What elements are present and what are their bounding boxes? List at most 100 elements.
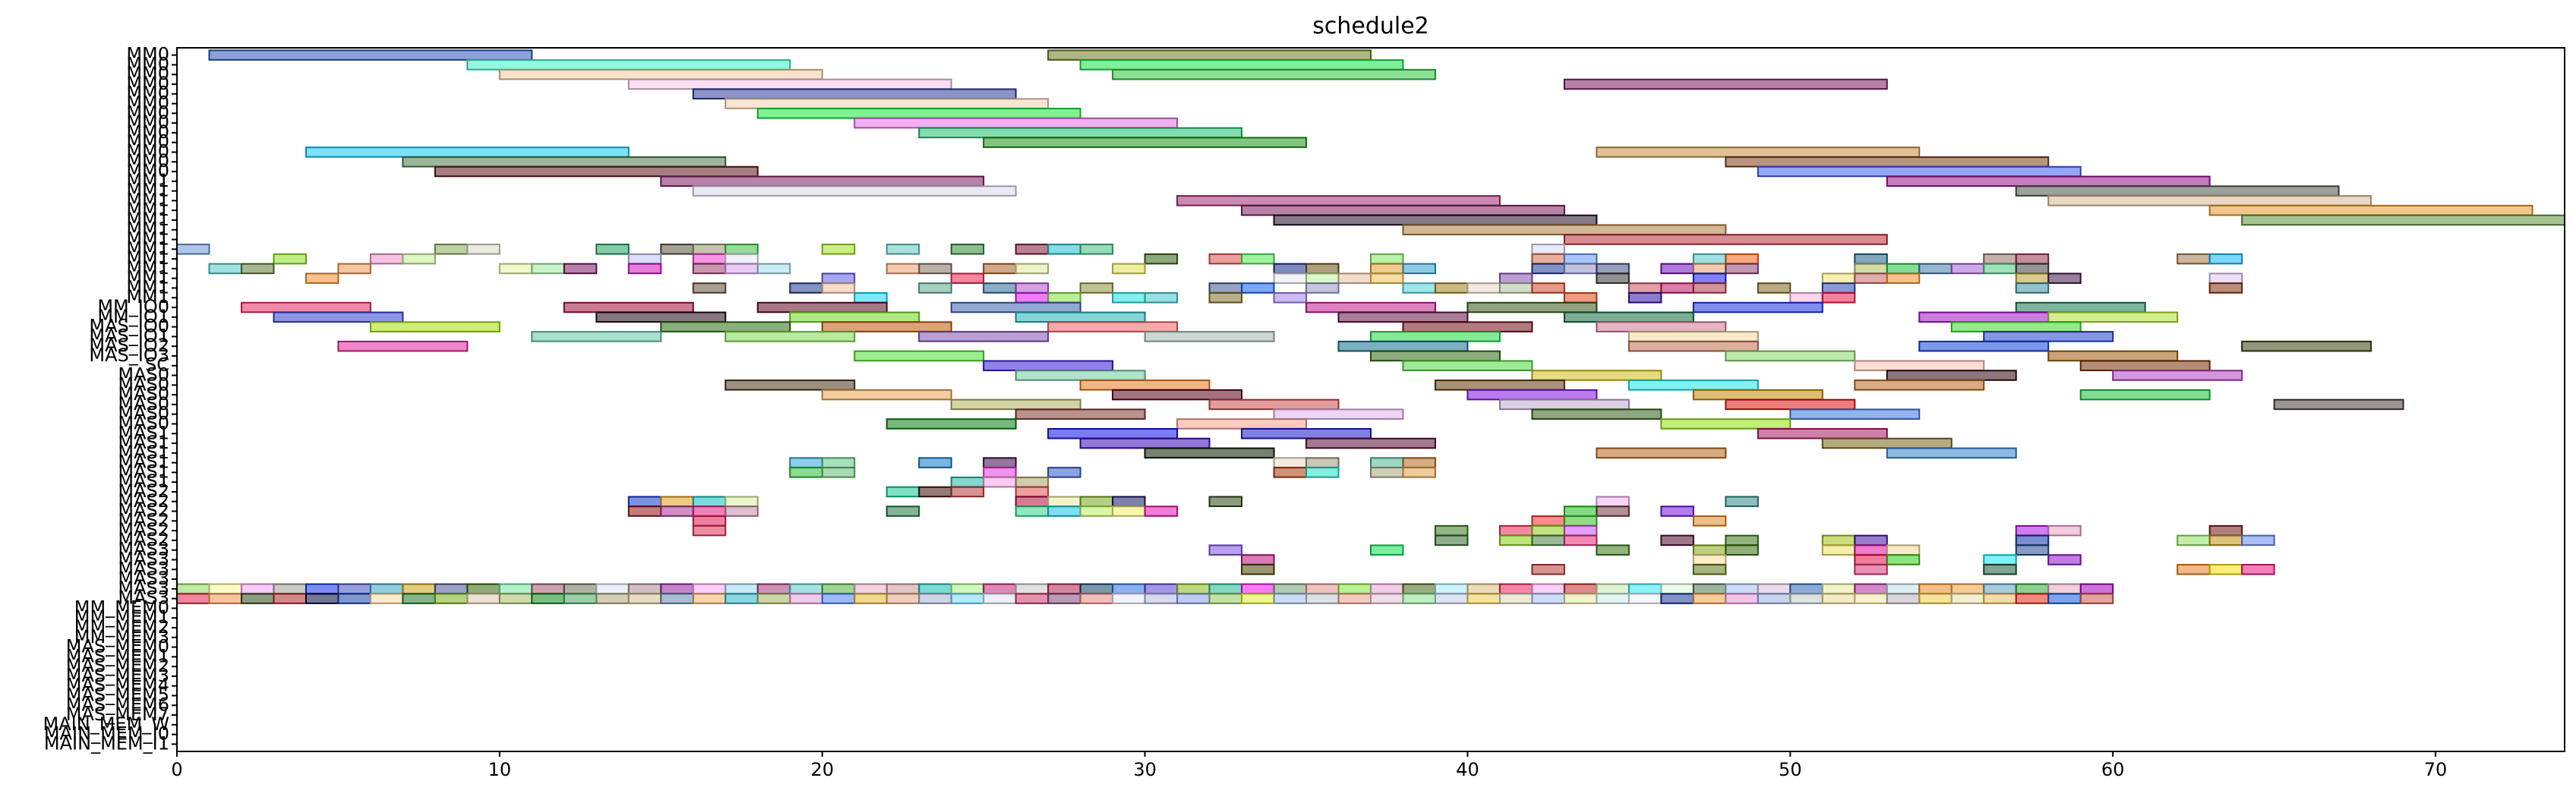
task-bar [1176, 418, 1308, 430]
task-bar [854, 291, 888, 304]
task-bar [692, 583, 727, 595]
task-bar [176, 244, 210, 255]
task-bar [1886, 554, 1921, 565]
task-bar [434, 583, 469, 595]
task-bar [1144, 583, 1179, 595]
task-bar [2015, 534, 2050, 546]
task-bar [1563, 234, 1888, 245]
y-tick-label: MAS2 [118, 529, 169, 550]
task-bar [1627, 380, 1759, 391]
task-bar [1434, 524, 1469, 537]
task-bar [1692, 544, 1727, 556]
task-bar [595, 244, 630, 255]
task-bar [337, 263, 371, 275]
task-bar [1337, 272, 1372, 284]
y-tick-label: MAS1 [118, 422, 169, 443]
task-bar [1370, 263, 1404, 275]
task-bar [2079, 360, 2211, 372]
task-bar [2015, 583, 2050, 595]
task-bar [434, 165, 759, 178]
task-bar [466, 59, 791, 71]
y-tick-label: MAS_MEM3 [66, 665, 169, 686]
task-bar [1983, 583, 2017, 595]
y-tick-label: MM0 [126, 83, 169, 104]
task-bar [821, 389, 952, 401]
task-bar [1531, 263, 1565, 275]
task-bar [1337, 593, 1372, 604]
task-bar [983, 583, 1017, 595]
task-bar [1241, 253, 1275, 265]
task-bar [1434, 380, 1565, 391]
task-bar [1466, 301, 1598, 313]
task-bar [402, 593, 436, 604]
task-bar [1273, 467, 1308, 478]
y-tick-label: MAS_MEM4 [66, 675, 169, 696]
y-tick-label: MAS_MEM6 [66, 694, 169, 715]
task-bar [2047, 583, 2082, 595]
y-tick-label: MAS1 [118, 471, 169, 492]
task-bar [724, 380, 856, 391]
task-bar [369, 593, 404, 604]
task-bar [1854, 583, 1888, 595]
x-tick-label: 60 [2101, 759, 2125, 780]
task-bar [1789, 408, 1921, 420]
y-tick-label: MAS2 [118, 519, 169, 540]
x-tick-label: 0 [171, 759, 182, 780]
task-bar [2079, 389, 2211, 401]
y-tick-label: MM_MEM0 [74, 597, 169, 618]
task-bar [1047, 496, 1081, 508]
task-bar [1918, 311, 2050, 323]
task-bar [1854, 534, 1888, 546]
task-bar [724, 506, 759, 517]
task-bar [1725, 398, 1856, 411]
task-bar [1208, 291, 1243, 304]
task-bar [1983, 253, 2017, 265]
task-bar [1757, 282, 1792, 294]
task-bar [1370, 583, 1404, 595]
task-bar [1950, 263, 1985, 275]
task-bar [1370, 253, 1404, 265]
y-tick-label: MM0 [126, 102, 169, 123]
task-bar [1983, 554, 2017, 565]
task-bar [240, 593, 275, 604]
task-bar [563, 263, 598, 275]
task-bar [1531, 370, 1662, 381]
task-bar [208, 263, 242, 275]
task-bar [2047, 272, 2082, 284]
task-bar [1305, 467, 1340, 478]
task-bar [595, 593, 630, 604]
task-bar [1918, 583, 1953, 595]
task-bar [273, 311, 404, 323]
x-tick-label: 20 [810, 759, 834, 780]
task-bar [627, 583, 662, 595]
y-tick-label: MM1 [126, 257, 169, 279]
bars-layer [176, 49, 2566, 604]
task-bar [2047, 524, 2082, 537]
task-bar [1596, 146, 1921, 158]
task-bar [1563, 593, 1598, 604]
task-bar [1531, 282, 1565, 294]
task-bar [2208, 253, 2243, 265]
task-bar [660, 175, 985, 187]
task-bar [1434, 534, 1469, 546]
y-tick-label: MAS1 [118, 442, 169, 463]
task-bar [724, 331, 856, 342]
task-bar [273, 583, 307, 595]
task-bar [1692, 593, 1727, 604]
task-bar [1886, 544, 1921, 556]
task-bar [2208, 272, 2243, 284]
task-bar [789, 593, 823, 604]
task-bar [1015, 476, 1050, 488]
task-bar [1950, 321, 2082, 332]
task-bar [886, 486, 920, 498]
task-bar [918, 331, 1050, 342]
y-tick-label: MAS0 [118, 364, 169, 386]
y-tick-label: MAS0 [118, 412, 169, 433]
task-bar [2015, 544, 2050, 556]
task-bar [950, 593, 985, 604]
task-bar [1305, 282, 1340, 294]
task-bar [1854, 380, 1985, 391]
task-bar [950, 486, 985, 498]
task-bar [692, 593, 727, 604]
task-bar [208, 583, 242, 595]
